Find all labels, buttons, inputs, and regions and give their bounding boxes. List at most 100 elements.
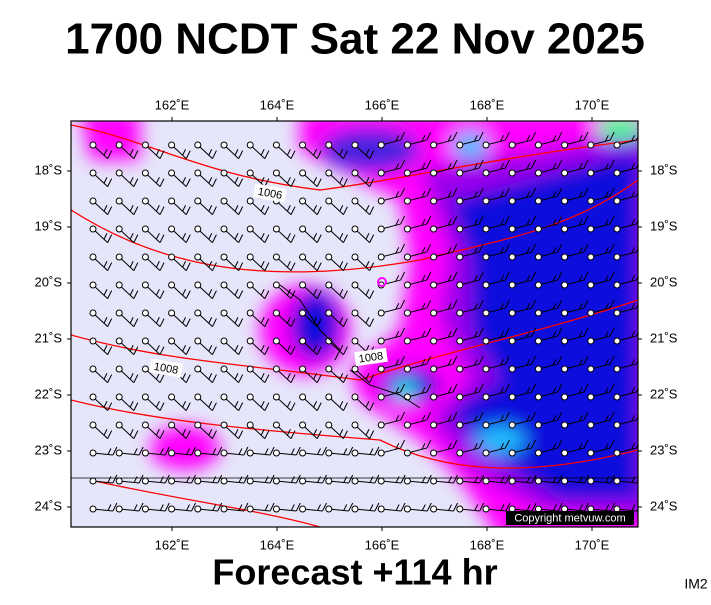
barb-feather <box>400 439 406 449</box>
lon-label: 164˚E <box>260 537 295 552</box>
barb-feather <box>290 178 296 187</box>
barb-feather <box>103 177 108 184</box>
station <box>508 141 516 149</box>
barb-feather <box>552 443 557 450</box>
barb-feather <box>290 402 296 411</box>
barb-feather <box>316 206 322 215</box>
barb-feather <box>631 191 635 198</box>
barb-feather <box>264 206 270 215</box>
barb-feather <box>290 476 295 483</box>
barb-feather <box>238 318 244 327</box>
barb-feather <box>421 443 426 450</box>
station <box>325 169 333 177</box>
barb-feather <box>400 327 406 337</box>
station <box>508 337 516 345</box>
station <box>141 365 149 373</box>
barb-feather <box>129 317 134 324</box>
lat-label: 19˚S <box>650 218 678 233</box>
barb-feather <box>578 219 583 226</box>
barb-feather <box>557 327 563 337</box>
station <box>482 169 490 177</box>
barb-feather <box>478 131 484 141</box>
barb-feather <box>112 446 118 456</box>
barb-feather <box>526 443 531 450</box>
barb-feather <box>400 187 406 197</box>
barb-feather <box>604 275 609 282</box>
barb-feather <box>504 439 510 449</box>
barb-feather <box>473 219 478 226</box>
barb-feather <box>313 205 318 212</box>
station <box>613 225 621 233</box>
isobar-label: 1006 <box>257 186 283 202</box>
barb-feather <box>635 275 638 281</box>
lat-label: 22˚S <box>35 386 63 401</box>
barb-feather <box>103 289 108 296</box>
station <box>246 393 254 401</box>
station <box>430 477 438 485</box>
station <box>220 365 228 373</box>
barb-feather <box>107 178 113 187</box>
station <box>482 281 490 289</box>
station <box>220 449 228 457</box>
barb-feather <box>129 345 134 352</box>
station <box>587 309 595 317</box>
barb-feather <box>631 504 636 511</box>
copyright: Copyright metvuw.com <box>514 512 625 524</box>
barb-feather <box>400 474 406 484</box>
barb-feather <box>400 271 406 281</box>
barb-feather <box>421 387 426 394</box>
station <box>325 225 333 233</box>
station <box>272 365 280 373</box>
station <box>482 141 490 149</box>
barb-feather <box>500 303 504 310</box>
barb-feather <box>212 476 217 483</box>
station <box>561 393 569 401</box>
barb-feather <box>133 290 139 299</box>
station <box>141 393 149 401</box>
wind-barbs <box>89 131 638 513</box>
station <box>220 393 228 401</box>
barb-feather <box>631 219 635 226</box>
station <box>194 309 202 317</box>
barb-feather <box>211 206 217 215</box>
station <box>377 225 385 233</box>
station <box>299 169 307 177</box>
barb-feather <box>526 219 531 226</box>
station <box>168 225 176 233</box>
barb-feather <box>552 415 557 422</box>
station <box>89 225 97 233</box>
barb-feather <box>260 317 265 324</box>
barb-feather <box>234 233 239 240</box>
lat-label: 18˚S <box>650 162 678 177</box>
station <box>430 197 438 205</box>
station <box>456 197 464 205</box>
barb-feather <box>452 383 458 393</box>
barb-feather <box>159 402 165 411</box>
station <box>299 477 307 485</box>
station <box>272 309 280 317</box>
barb-feather <box>290 346 296 355</box>
station <box>482 225 490 233</box>
barb-feather <box>426 131 432 141</box>
station <box>456 449 464 457</box>
barb-feather <box>421 275 426 282</box>
barb-feather <box>365 373 370 380</box>
barb-feather <box>260 177 265 184</box>
barb-feather <box>342 402 348 411</box>
barb-feather <box>395 504 400 511</box>
barb-feather <box>504 299 510 309</box>
barb-feather <box>129 373 134 380</box>
barb-feather <box>631 415 635 422</box>
station <box>534 365 542 373</box>
barb-feather <box>103 345 108 352</box>
barb-feather <box>448 504 452 511</box>
station <box>168 393 176 401</box>
station <box>430 253 438 261</box>
barb-feather <box>400 299 406 309</box>
station <box>456 421 464 429</box>
barb-feather <box>426 502 432 512</box>
station <box>246 169 254 177</box>
station <box>168 141 176 149</box>
barb-feather <box>635 415 638 421</box>
station <box>115 169 123 177</box>
